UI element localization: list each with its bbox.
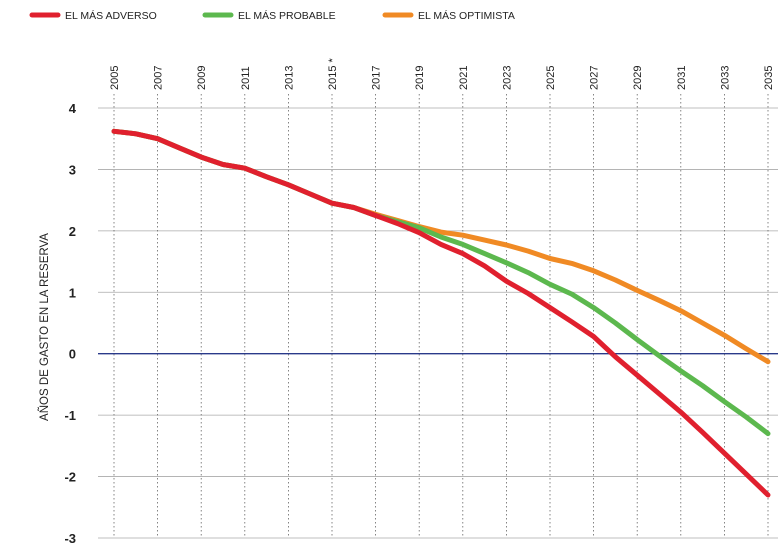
y-tick-label: -1 [64,408,76,423]
y-axis-label: AÑOS DE GASTO EN LA RESERVA [38,233,51,421]
x-tick-label: 2023 [501,66,513,90]
x-tick-label: 2027 [589,66,601,90]
y-tick-label: 4 [69,101,77,116]
x-tick-label: 2029 [632,66,644,90]
series-line-probable [111,128,771,437]
x-tick-label: 2015 * [327,57,339,90]
x-tick-label: 2031 [676,66,688,90]
x-tick-label: 2009 [196,66,208,90]
x-tick-label: 2007 [153,66,165,90]
x-axis-ticks: 2005 2007 2009 2011 2013 2015 * 2017 2019 2021 20… [109,57,775,90]
x-tick-label: 2005 [109,66,121,90]
legend-label: EL MÁS PROBABLE [238,9,336,22]
series-lines [111,128,771,498]
y-tick-label: -3 [64,531,76,546]
legend-label: EL MÁS ADVERSO [65,9,157,22]
grid [98,94,778,539]
x-tick-label: 2025 [545,66,557,90]
x-tick-label: 2019 [414,66,426,90]
legend: EL MÁS ADVERSO EL MÁS PROBABLE EL MÁS OPTI… [29,9,515,22]
y-tick-label: 2 [69,224,76,239]
y-tick-label: 3 [69,162,76,177]
series-line-adverso [111,128,771,498]
x-tick-label: 2033 [719,66,731,90]
y-tick-label: 0 [69,347,76,362]
y-tick-label: 1 [69,285,76,300]
y-axis-ticks: 4 3 2 1 0 -1 -2 -3 [64,101,76,546]
x-tick-label: 2035 [763,66,775,90]
x-tick-label: 2017 [371,66,383,90]
x-tick-label: 2013 [283,66,295,90]
legend-label: EL MÁS OPTIMISTA [418,9,515,22]
x-tick-label: 2011 [240,66,252,90]
x-tick-label: 2021 [458,66,470,90]
y-tick-label: -2 [64,470,76,485]
